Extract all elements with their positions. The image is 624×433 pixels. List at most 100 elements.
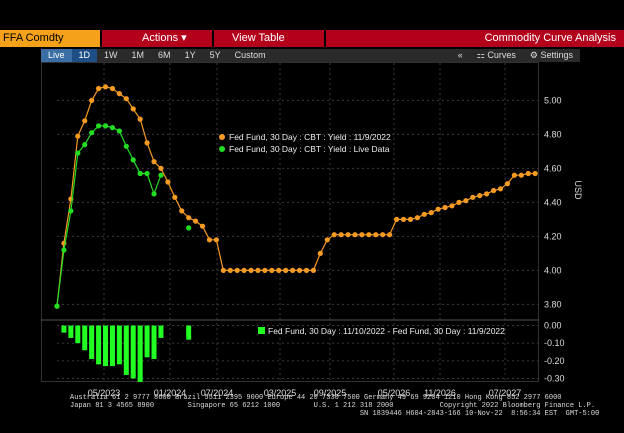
series-point-0: [428, 210, 434, 216]
x-tick-label: 01/2024: [154, 388, 187, 398]
tab-live[interactable]: Live: [41, 49, 72, 62]
lower-y-tick-label: -0.30: [544, 373, 565, 383]
series-point-0: [296, 267, 303, 273]
series-point-0: [518, 172, 524, 178]
series-point-0: [435, 206, 441, 212]
curves-button[interactable]: ⚏ Curves: [470, 49, 523, 62]
series-point-0: [290, 267, 296, 273]
view-table-button[interactable]: View Table: [214, 30, 324, 47]
y-tick-label: 4.20: [544, 231, 562, 241]
series-point-0: [144, 140, 150, 146]
series-point-0: [414, 215, 420, 221]
tab-right-group: « ⚏ Curves ⚙ Settings: [451, 49, 580, 62]
series-point-0: [75, 133, 81, 139]
series-point-1: [82, 142, 88, 148]
series-point-0: [463, 198, 469, 204]
actions-label: Actions: [142, 32, 179, 44]
y-tick-label: 5.00: [544, 95, 562, 105]
x-tick-label: 11/2026: [424, 388, 456, 398]
series-point-0: [179, 208, 185, 214]
tab-custom[interactable]: Custom: [234, 50, 266, 60]
series-point-0: [470, 194, 476, 200]
series-point-0: [283, 267, 289, 273]
chart-legend: Fed Fund, 30 Day : CBT : Yield : 11/9/20…: [219, 132, 505, 336]
series-point-0: [373, 232, 379, 238]
legend-label-1: Fed Fund, 30 Day : CBT : Yield : Live Da…: [229, 144, 390, 154]
lower-legend-marker: [258, 327, 265, 334]
tab-1m[interactable]: 1M: [131, 50, 145, 60]
series-point-0: [525, 170, 531, 177]
series-point-0: [393, 216, 400, 222]
series-point-0: [116, 91, 122, 97]
series-point-0: [511, 172, 517, 178]
series-point-1: [144, 170, 150, 177]
series-point-0: [102, 84, 109, 90]
y-tick-label: 3.80: [544, 299, 562, 309]
diff-bar: [158, 325, 164, 338]
tab-5y[interactable]: 5Y: [209, 50, 221, 60]
series-point-0: [123, 96, 129, 102]
series-point-1: [109, 125, 116, 131]
series-point-1: [75, 150, 81, 156]
series-point-0: [137, 116, 143, 122]
series-point-1: [89, 130, 95, 136]
x-tick-label: 05/2023: [88, 388, 121, 398]
series-point-0: [504, 181, 511, 187]
view-table-label: View Table: [232, 32, 285, 44]
series-point-0: [220, 267, 226, 273]
y-axis-label: USD: [573, 180, 583, 200]
series-point-0: [345, 232, 351, 238]
ticker-label[interactable]: FFA Comdty: [0, 30, 100, 47]
lower-y-tick-label: 0.00: [544, 321, 562, 331]
series-point-0: [484, 191, 490, 197]
diff-bar: [103, 325, 109, 367]
series-point-0: [165, 179, 171, 185]
settings-button[interactable]: ⚙ Settings: [523, 49, 580, 62]
series-point-0: [331, 232, 337, 238]
y-tick-label: 4.00: [544, 265, 562, 275]
series-point-0: [366, 232, 372, 238]
series-point-1: [123, 143, 129, 149]
lower-y-tick-label: -0.20: [544, 356, 565, 366]
x-tick-label: 05/2026: [378, 388, 411, 398]
tab-1d[interactable]: 1D: [71, 49, 98, 62]
series-point-0: [172, 194, 178, 200]
tab-1w[interactable]: 1W: [104, 50, 118, 60]
series-point-0: [262, 267, 268, 273]
x-tick-label: 07/2027: [489, 388, 522, 398]
series-point-0: [269, 267, 275, 273]
series-point-0: [206, 237, 213, 243]
diff-bar: [96, 325, 102, 365]
series-point-0: [130, 106, 136, 112]
series-point-1: [61, 247, 67, 253]
series-point-0: [324, 237, 330, 243]
series-point-1: [158, 172, 164, 178]
x-tick-label: 03/2025: [264, 388, 297, 398]
series-point-0: [276, 267, 282, 273]
diff-bar: [116, 325, 122, 365]
collapse-button[interactable]: «: [457, 50, 463, 60]
y-tick-label: 4.40: [544, 197, 562, 207]
tab-1y[interactable]: 1Y: [184, 50, 196, 60]
footer: Australia 61 2 9777 8600 Brazil 5511 239…: [70, 394, 599, 418]
curves-icon: ⚏: [476, 50, 488, 60]
series-point-0: [158, 165, 164, 171]
series-point-0: [310, 267, 317, 273]
series-point-0: [456, 199, 462, 205]
series-point-0: [303, 267, 310, 273]
series-layer: [54, 84, 538, 309]
chart-axes: 05/2023 01/2024 07/2024 03/2025 09/2025 05/20…: [88, 95, 583, 398]
diff-bar: [61, 325, 67, 333]
series-point-1: [137, 170, 143, 177]
series-point-0: [241, 267, 247, 273]
lower-legend-label: Fed Fund, 30 Day : 11/10/2022 - Fed Fund…: [268, 326, 505, 336]
tab-6m[interactable]: 6M: [158, 50, 171, 60]
diff-bar: [151, 325, 157, 360]
series-point-1: [116, 128, 122, 134]
series-point-1: [68, 208, 74, 214]
series-point-0: [193, 218, 199, 224]
y-tick-label: 4.80: [544, 129, 562, 139]
actions-menu[interactable]: Actions ▾: [102, 30, 212, 47]
diff-bar: [109, 325, 115, 367]
